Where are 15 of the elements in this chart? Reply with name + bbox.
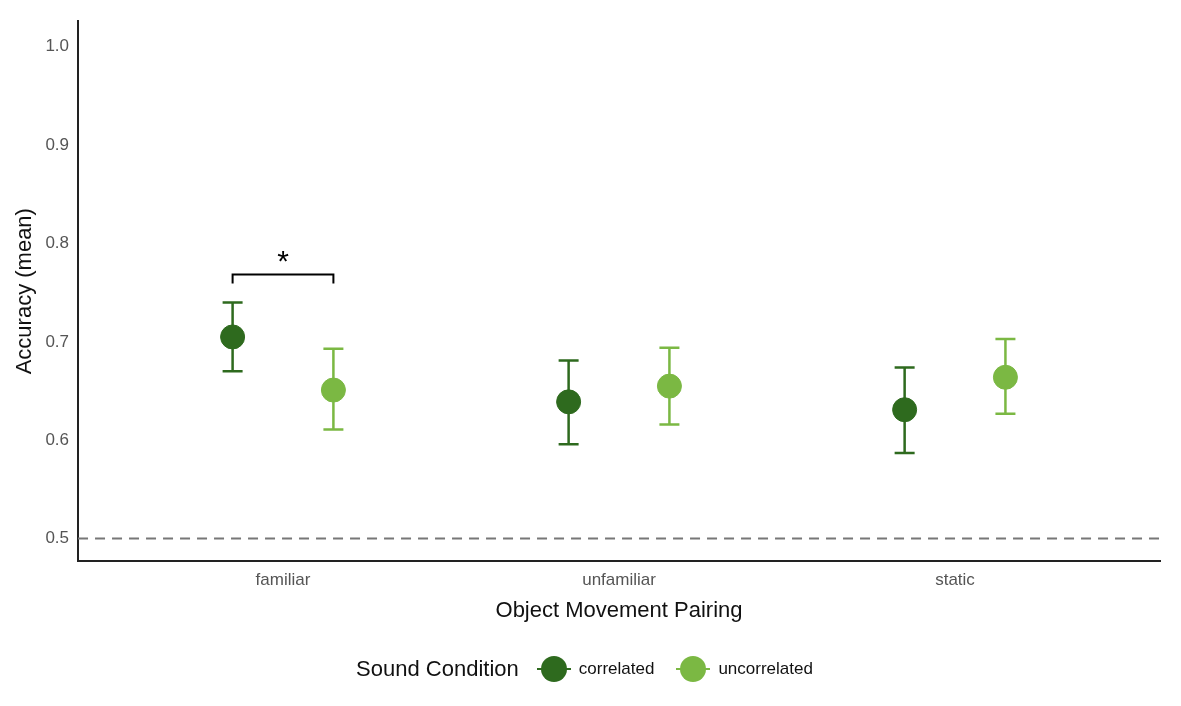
x-axis-title: Object Movement Pairing	[495, 596, 743, 622]
y-tick-label: 0.7	[45, 331, 70, 351]
legend-label: uncorrelated	[718, 659, 813, 679]
y-tick-label: 0.9	[45, 134, 70, 154]
y-tick-label: 1.0	[45, 36, 70, 56]
legend-title: Sound Condition	[356, 656, 519, 682]
annotation: *	[277, 243, 290, 277]
y-tick-label: 0.5	[45, 528, 70, 548]
y-tick-label: 0.6	[45, 429, 70, 449]
legend-label: correlated	[578, 659, 655, 679]
x-tick-label: unfamiliar	[582, 570, 657, 590]
x-tick-label: static	[935, 570, 976, 590]
x-tick-label: familiar	[255, 570, 311, 590]
y-tick-label: 0.8	[45, 233, 70, 253]
y-axis-title: Accuracy (mean)	[11, 208, 37, 375]
